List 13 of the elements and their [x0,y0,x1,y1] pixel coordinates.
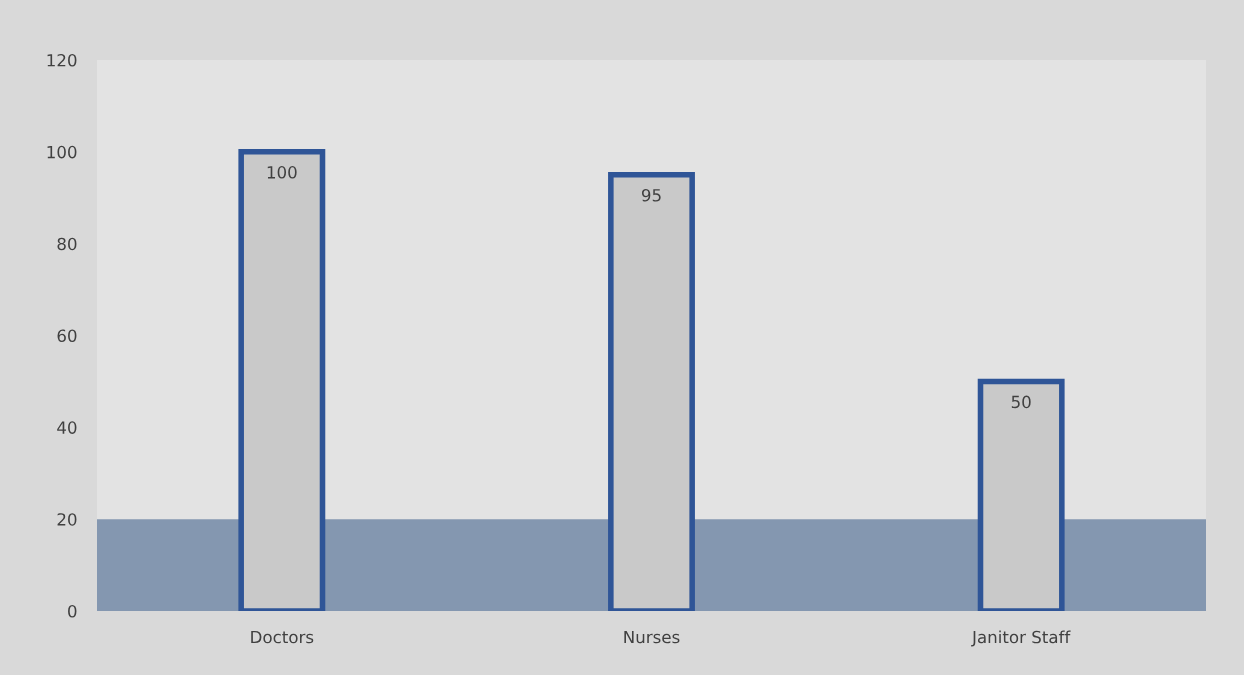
data-label: 100 [267,166,297,179]
x-tick-label: Nurses [624,630,680,644]
y-tick-label: 100 [47,145,77,159]
data-label: 95 [641,188,661,202]
data-label: 50 [1011,395,1031,409]
y-tick-label: 80 [57,237,77,251]
y-tick-label: 0 [68,604,77,618]
x-tick-label: Janitor Staff [971,630,1071,647]
x-tick-label: Doctors [251,630,314,644]
y-tick-label: 60 [57,329,77,343]
y-tick-label: 40 [57,421,77,434]
y-tick-label: 120 [47,53,77,67]
y-tick-label: 20 [57,513,77,526]
